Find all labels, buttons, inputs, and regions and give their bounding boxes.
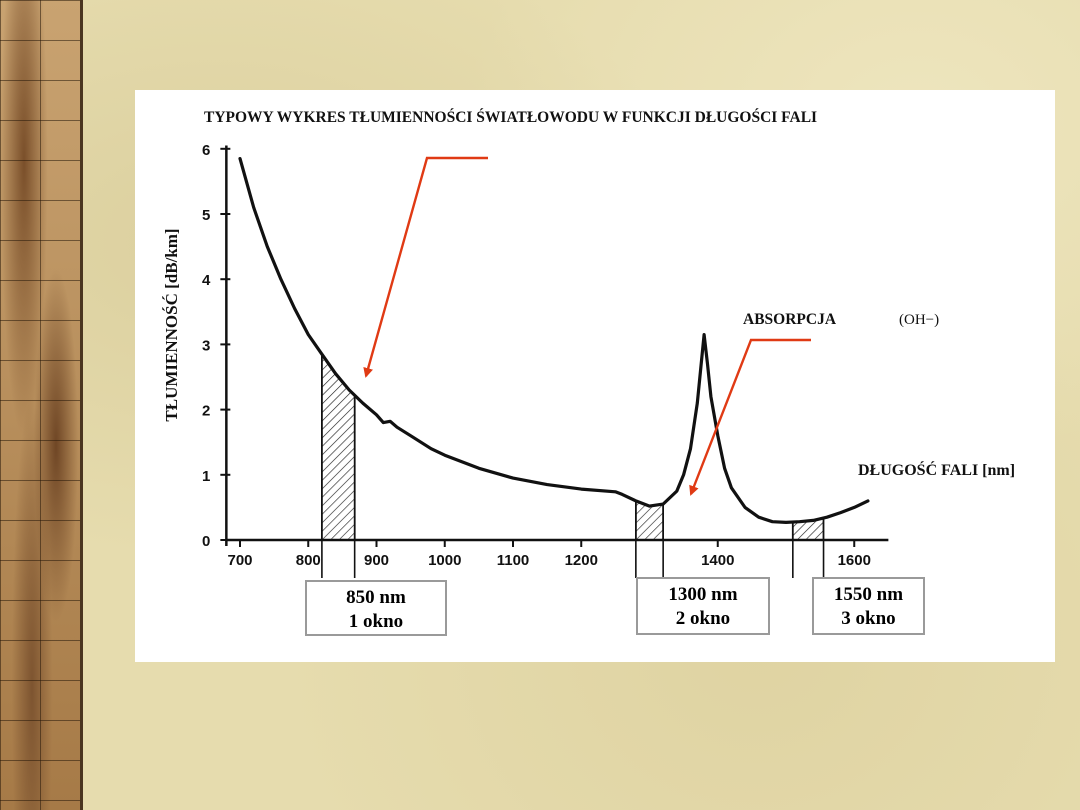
- absorption-label: ABSORPCJA: [743, 311, 837, 328]
- window-3-name: 3 okno: [841, 608, 896, 629]
- arrow-window-2: [689, 338, 811, 496]
- chart-title: TYPOWY WYKRES TŁUMIENNOŚCI ŚWIATŁOWODU W…: [204, 109, 817, 126]
- arrow-window-1: [363, 156, 488, 378]
- x-axis-label: DŁUGOŚĆ FALI [nm]: [858, 460, 1015, 479]
- window-1-name: 1 okno: [348, 611, 404, 632]
- y-tick-label-1: 1: [202, 468, 210, 485]
- window-2-wavelength: 1300 nm: [668, 584, 738, 605]
- window-1-wavelength: 850 nm: [346, 587, 406, 608]
- x-tick-label-1000: 1000: [428, 552, 461, 569]
- axis-ticks: 0 1 2 3 4 5 6 700 800 900 1000 1100 1200 1400 1600: [202, 142, 871, 569]
- y-tick-label-3: 3: [202, 337, 210, 354]
- attenuation-chart: TYPOWY WYKRES TŁUMIENNOŚCI ŚWIATŁOWODU W…: [162, 109, 1015, 578]
- x-tick-label-800: 800: [296, 552, 321, 569]
- x-tick-label-1200: 1200: [565, 552, 598, 569]
- decorative-strip-grid: [0, 0, 80, 810]
- y-tick-label-4: 4: [202, 272, 211, 289]
- decorative-strip-edge: [80, 0, 83, 810]
- absorption-formula: (OH−): [899, 312, 939, 328]
- window-3-box: 1550 nm 3 okno: [812, 577, 925, 635]
- y-tick-label-5: 5: [202, 207, 210, 224]
- x-tick-label-1600: 1600: [838, 552, 871, 569]
- attenuation-curve: [238, 157, 870, 524]
- x-tick-label-700: 700: [227, 552, 252, 569]
- x-tick-label-1400: 1400: [701, 552, 734, 569]
- x-tick-label-900: 900: [364, 552, 389, 569]
- transmission-windows: [320, 351, 825, 578]
- y-tick-label-2: 2: [202, 403, 210, 420]
- window-1-hatch: [320, 351, 356, 541]
- window-1-box: 850 nm 1 okno: [305, 580, 447, 636]
- window-3-wavelength: 1550 nm: [833, 584, 904, 605]
- window-2-name: 2 okno: [675, 608, 731, 629]
- window-2-box: 1300 nm 2 okno: [636, 577, 770, 635]
- y-tick-label-0: 0: [202, 533, 210, 550]
- x-tick-label-1100: 1100: [497, 552, 530, 569]
- y-axis-label: TŁUMIENNOŚĆ [dB/km]: [162, 228, 181, 421]
- y-tick-label-6: 6: [202, 142, 210, 159]
- attenuation-chart-figure: TYPOWY WYKRES TŁUMIENNOŚCI ŚWIATŁOWODU W…: [135, 90, 1055, 662]
